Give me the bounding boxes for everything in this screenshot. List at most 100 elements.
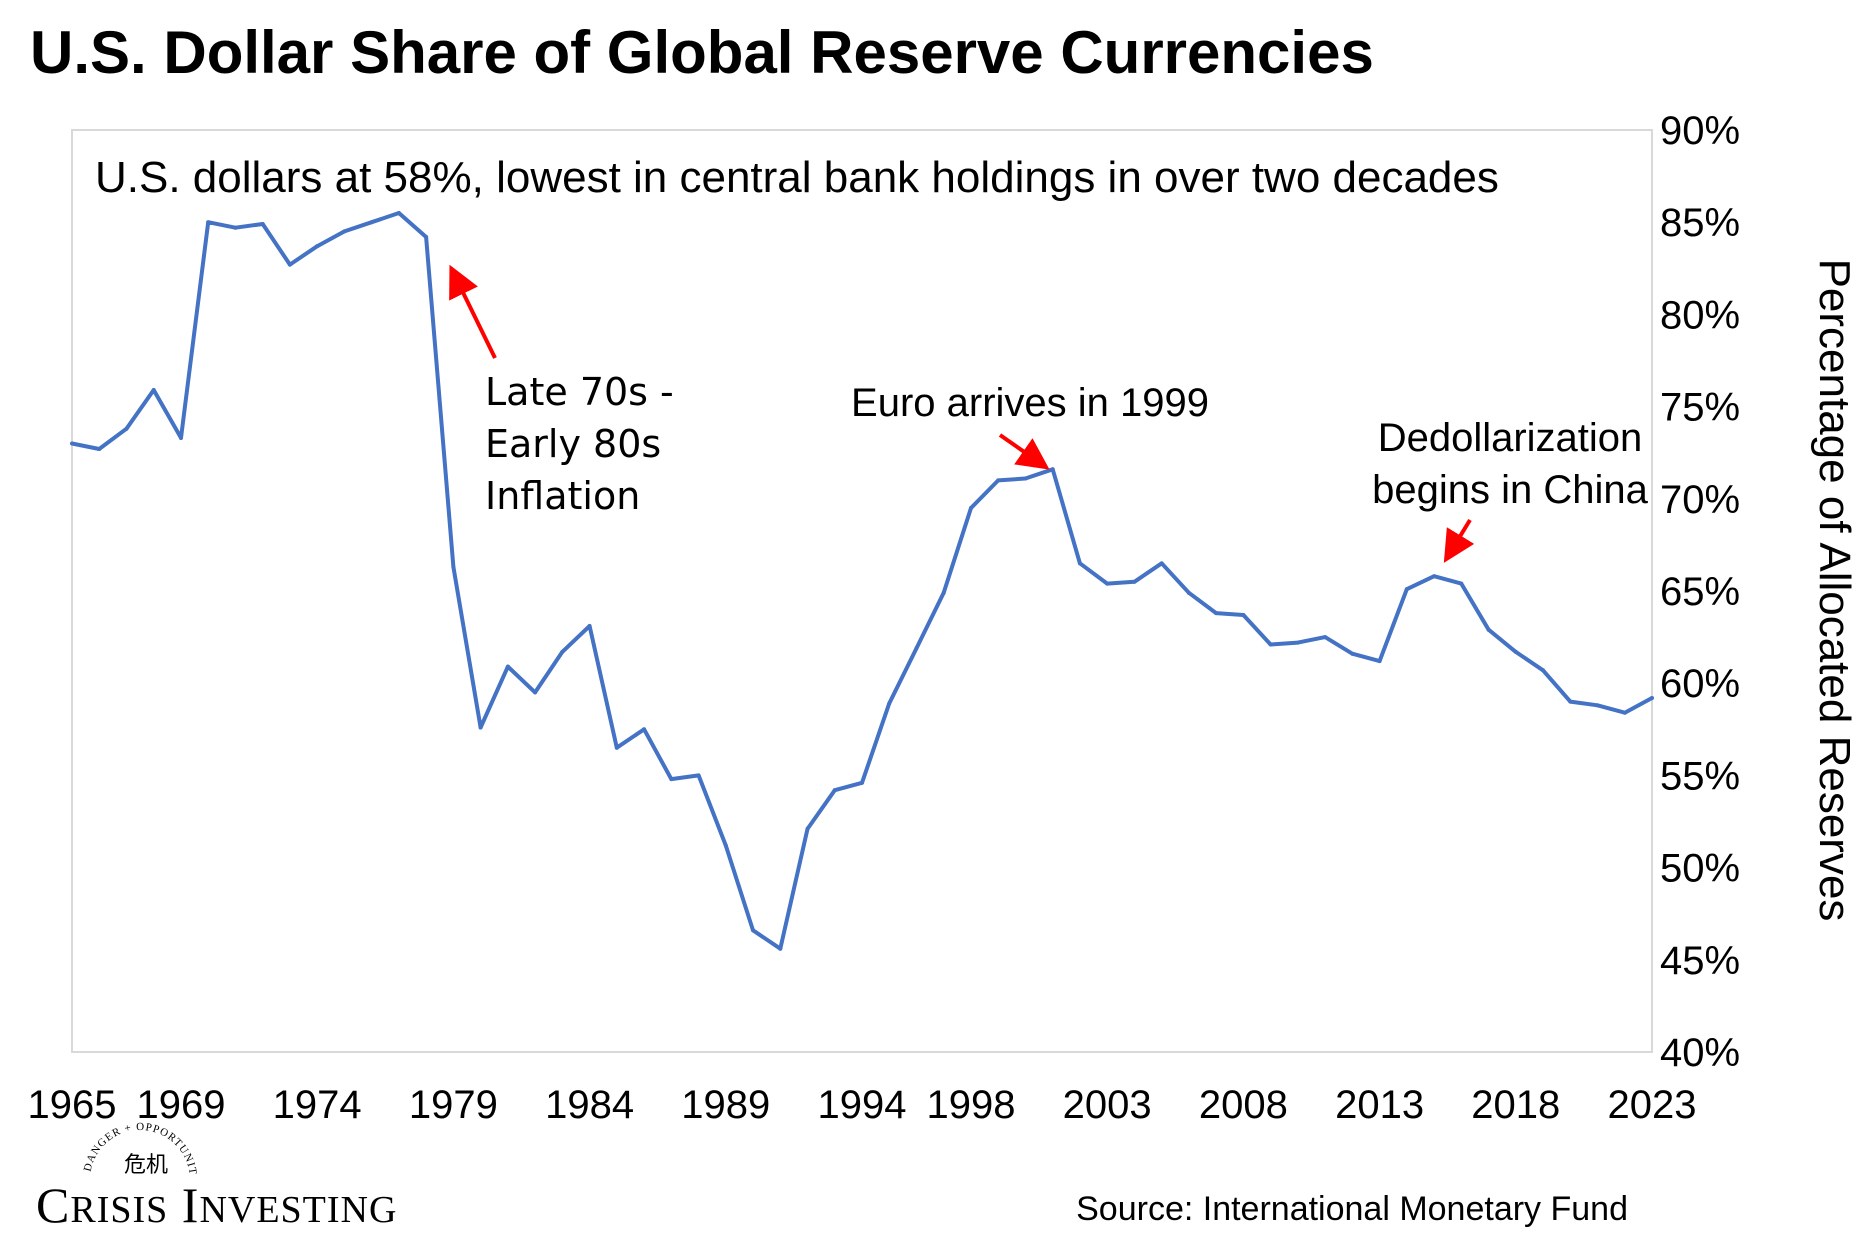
data-point — [260, 222, 265, 227]
plot-area — [71, 129, 1653, 1053]
data-point — [696, 773, 701, 778]
data-point — [968, 506, 973, 511]
y-tick-label: 65% — [1660, 570, 1740, 614]
data-point — [560, 649, 565, 654]
data-point — [424, 234, 429, 239]
data-point — [1077, 561, 1082, 566]
data-point — [723, 843, 728, 848]
data-point — [1486, 627, 1491, 632]
data-point — [1241, 612, 1246, 617]
annotations: Late 70s - Early 80s Inflation Euro arrives… — [449, 264, 1649, 563]
data-point — [669, 777, 674, 782]
y-axis: 40% 45% 50% 55% 60% 65% 70% 75% 80% 85% 90% — [1660, 109, 1740, 1075]
y-tick-label: 80% — [1660, 293, 1740, 337]
y-tick-label: 90% — [1660, 109, 1740, 153]
data-point — [1432, 574, 1437, 579]
data-point — [805, 826, 810, 831]
annotation-arrow — [449, 264, 497, 359]
annotation-text: Inflation — [485, 474, 640, 518]
data-point — [1350, 651, 1355, 656]
x-tick-label: 1989 — [681, 1083, 770, 1127]
data-point — [1622, 710, 1627, 715]
data-point — [587, 624, 592, 629]
data-point — [478, 725, 483, 730]
x-tick-label: 1994 — [818, 1083, 907, 1127]
y-tick-label: 55% — [1660, 754, 1740, 798]
x-tick-label: 1974 — [273, 1083, 362, 1127]
data-point — [451, 565, 456, 570]
data-point — [505, 664, 510, 669]
x-tick-label: 2013 — [1335, 1083, 1424, 1127]
data-point — [996, 478, 1001, 483]
data-point — [151, 388, 156, 393]
x-tick-label: 2003 — [1063, 1083, 1152, 1127]
annotation-text: begins in China — [1372, 468, 1648, 512]
data-point — [1323, 635, 1328, 640]
data-point — [1541, 668, 1546, 673]
data-point — [1459, 581, 1464, 586]
source-note: Source: International Monetary Fund — [1076, 1190, 1628, 1228]
data-point — [315, 244, 320, 249]
annotation-arrow — [1443, 518, 1475, 563]
y-tick-label: 45% — [1660, 939, 1740, 983]
y-tick-label: 85% — [1660, 201, 1740, 245]
data-point — [1295, 640, 1300, 645]
x-tick-label: 1965 — [28, 1083, 117, 1127]
data-point — [342, 229, 347, 234]
y-tick-label: 50% — [1660, 847, 1740, 891]
data-point — [778, 946, 783, 951]
data-point — [233, 225, 238, 230]
x-tick-label: 1979 — [409, 1083, 498, 1127]
x-tick-label: 1969 — [136, 1083, 225, 1127]
data-point — [1132, 579, 1137, 584]
data-point — [124, 426, 129, 431]
data-point — [1214, 611, 1219, 616]
data-point — [206, 220, 211, 225]
logo-text: CRISIS INVESTING — [36, 1177, 397, 1233]
series-layer — [70, 210, 1654, 951]
data-point — [887, 701, 892, 706]
logo-chinese: 危机 — [124, 1152, 168, 1177]
data-point — [369, 220, 374, 225]
data-point — [1377, 659, 1382, 664]
data-point — [1513, 649, 1518, 654]
data-point — [832, 788, 837, 793]
annotation-text: Early 80s — [485, 422, 661, 466]
x-axis: 1965 1969 1974 1979 1984 1989 1994 1998 2003 2008… — [28, 1083, 1697, 1127]
data-point — [1023, 476, 1028, 481]
data-point — [287, 262, 292, 267]
data-point — [1186, 590, 1191, 595]
data-point — [1268, 642, 1273, 647]
annotation-text: Euro arrives in 1999 — [851, 381, 1209, 425]
data-point — [396, 210, 401, 215]
data-point — [1050, 467, 1055, 472]
data-point — [1404, 587, 1409, 592]
x-tick-label: 2023 — [1608, 1083, 1697, 1127]
data-point — [1650, 695, 1654, 700]
x-tick-label: 1998 — [926, 1083, 1015, 1127]
data-point — [533, 690, 538, 695]
data-point — [860, 780, 864, 785]
data-point — [941, 590, 946, 595]
data-point — [1568, 699, 1573, 704]
data-point — [70, 441, 74, 446]
y-tick-label: 40% — [1660, 1031, 1740, 1075]
data-point — [1159, 561, 1164, 566]
data-point — [614, 745, 619, 750]
data-point — [1595, 703, 1600, 708]
y-axis-label: Percentage of Allocated Reserves — [1810, 259, 1859, 922]
data-point — [1105, 581, 1110, 586]
y-tick-label: 60% — [1660, 662, 1740, 706]
annotation-arrow — [998, 433, 1050, 470]
x-tick-label: 2008 — [1199, 1083, 1288, 1127]
x-tick-label: 1984 — [545, 1083, 634, 1127]
data-point — [642, 727, 647, 732]
y-tick-label: 75% — [1660, 386, 1740, 430]
data-point — [914, 646, 919, 651]
x-tick-label: 2018 — [1471, 1083, 1560, 1127]
chart-title: U.S. Dollar Share of Global Reserve Curr… — [30, 19, 1374, 86]
annotation-text: Late 70s - — [485, 370, 674, 414]
y-tick-label: 70% — [1660, 478, 1740, 522]
annotation-text: Dedollarization — [1378, 416, 1643, 460]
